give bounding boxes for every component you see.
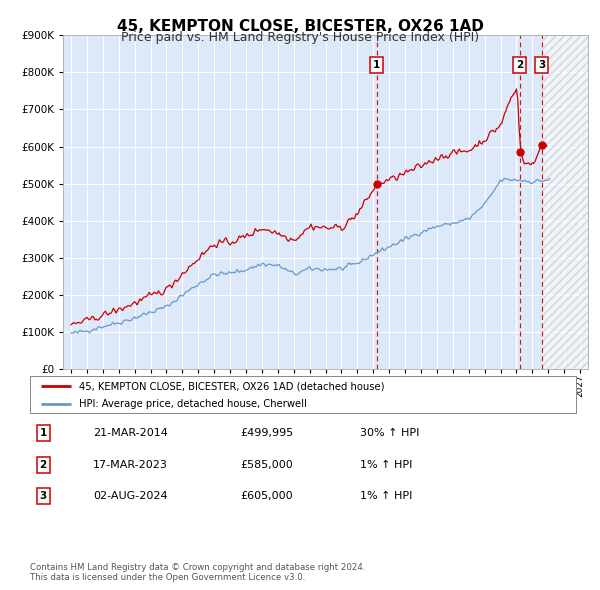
Bar (542, 35, 588, 369)
Text: £499,995: £499,995 (240, 428, 293, 438)
Text: 2: 2 (40, 460, 47, 470)
Text: 45, KEMPTON CLOSE, BICESTER, OX26 1AD (detached house): 45, KEMPTON CLOSE, BICESTER, OX26 1AD (d… (79, 381, 385, 391)
Text: Price paid vs. HM Land Registry's House Price Index (HPI): Price paid vs. HM Land Registry's House … (121, 31, 479, 44)
Text: 30% ↑ HPI: 30% ↑ HPI (360, 428, 419, 438)
Text: 21-MAR-2014: 21-MAR-2014 (93, 428, 168, 438)
Text: 1% ↑ HPI: 1% ↑ HPI (360, 491, 412, 501)
Text: 1: 1 (373, 60, 380, 70)
Text: HPI: Average price, detached house, Cherwell: HPI: Average price, detached house, Cher… (79, 399, 307, 409)
Text: 2: 2 (516, 60, 523, 70)
Text: £585,000: £585,000 (240, 460, 293, 470)
Text: £605,000: £605,000 (240, 491, 293, 501)
Text: 45, KEMPTON CLOSE, BICESTER, OX26 1AD: 45, KEMPTON CLOSE, BICESTER, OX26 1AD (116, 19, 484, 34)
Text: 3: 3 (538, 60, 545, 70)
Text: 02-AUG-2024: 02-AUG-2024 (93, 491, 167, 501)
Text: 17-MAR-2023: 17-MAR-2023 (93, 460, 168, 470)
Text: 1% ↑ HPI: 1% ↑ HPI (360, 460, 412, 470)
Text: 3: 3 (40, 491, 47, 501)
Text: 1: 1 (40, 428, 47, 438)
Text: Contains HM Land Registry data © Crown copyright and database right 2024.: Contains HM Land Registry data © Crown c… (30, 563, 365, 572)
Text: This data is licensed under the Open Government Licence v3.0.: This data is licensed under the Open Gov… (30, 573, 305, 582)
